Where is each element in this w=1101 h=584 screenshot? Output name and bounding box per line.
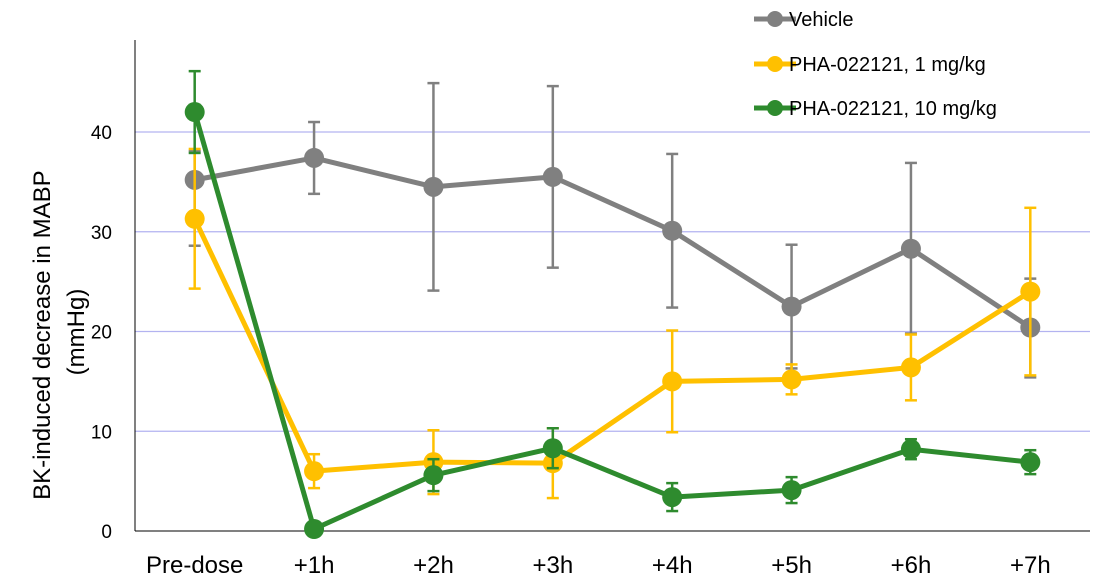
- legend-label: PHA-022121, 1 mg/kg: [789, 54, 986, 76]
- legend-item: PHA-022121, 10 mg/kg: [754, 98, 997, 120]
- data-point: [1020, 281, 1041, 302]
- data-point: [184, 102, 205, 123]
- data-point: [900, 439, 921, 460]
- legend-swatch-marker: [767, 100, 783, 116]
- y-axis-label-line-1: BK-induced decrease in MABP: [29, 171, 56, 500]
- x-tick-label: +5h: [771, 552, 812, 579]
- x-tick-label: Pre-dose: [146, 552, 243, 579]
- series-3: [184, 69, 1041, 540]
- data-point: [542, 166, 563, 187]
- x-tick-label: +4h: [652, 552, 693, 579]
- data-point: [423, 465, 444, 486]
- series-group: [184, 69, 1041, 540]
- legend-label: PHA-022121, 10 mg/kg: [789, 98, 997, 120]
- y-tick-label: 20: [91, 323, 112, 344]
- data-point: [184, 208, 205, 229]
- data-point: [423, 176, 444, 197]
- series-1: [184, 81, 1041, 379]
- data-point: [542, 438, 563, 459]
- x-tick-label: +2h: [413, 552, 454, 579]
- data-point: [304, 519, 325, 540]
- x-tick-label: +1h: [294, 552, 335, 579]
- data-point: [662, 371, 683, 392]
- y-tick-label: 40: [91, 123, 112, 144]
- data-point: [304, 461, 325, 482]
- axes: 0 10 20 30 40 Pre-dose +1h +2h +3h +4h +5h +6h +7h: [91, 40, 1090, 579]
- x-tick-label: +3h: [532, 552, 573, 579]
- series-line: [194, 155, 1032, 330]
- x-tick-label: +7h: [1010, 552, 1051, 579]
- legend: Vehicle PHA-022121, 1 mg/kg PHA-022121, 10…: [754, 9, 997, 120]
- data-point: [1020, 452, 1041, 473]
- series-line: [192, 111, 1031, 532]
- data-point: [304, 147, 325, 168]
- legend-swatch-marker: [767, 11, 783, 27]
- y-axis-label: BK-induced decrease in MABP (mmHg): [29, 164, 90, 500]
- data-point: [662, 487, 683, 508]
- series-line: [192, 217, 1032, 474]
- legend-item: PHA-022121, 1 mg/kg: [754, 54, 986, 76]
- data-point: [900, 238, 921, 259]
- y-tick-label: 0: [101, 522, 112, 543]
- y-tick-label: 30: [91, 223, 112, 244]
- legend-swatch-marker: [767, 56, 783, 72]
- gridlines: [135, 131, 1090, 432]
- legend-item: Vehicle: [754, 9, 854, 31]
- data-point: [781, 480, 802, 501]
- legend-label: Vehicle: [789, 9, 854, 31]
- data-point: [781, 369, 802, 390]
- y-tick-label: 10: [91, 422, 112, 443]
- data-point: [662, 220, 683, 241]
- y-axis-label-line-2: (mmHg): [63, 289, 90, 376]
- data-point: [781, 296, 802, 317]
- data-point: [900, 357, 921, 378]
- x-tick-label: +6h: [891, 552, 932, 579]
